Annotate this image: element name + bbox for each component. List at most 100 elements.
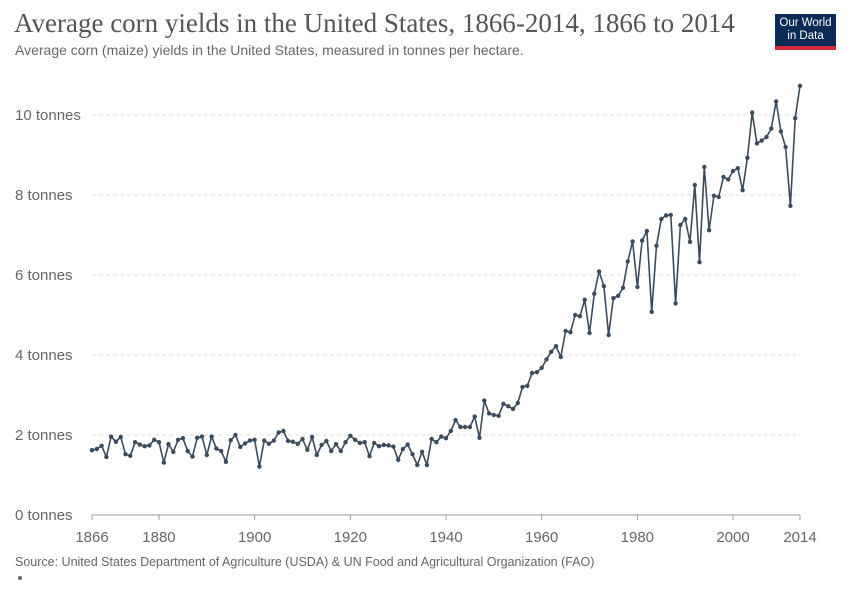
data-point[interactable] bbox=[544, 357, 549, 362]
data-point[interactable] bbox=[223, 459, 229, 464]
data-point[interactable] bbox=[338, 448, 343, 454]
data-point[interactable] bbox=[797, 83, 803, 89]
data-point[interactable] bbox=[510, 406, 516, 412]
data-point[interactable] bbox=[740, 188, 745, 193]
data-point[interactable] bbox=[285, 438, 291, 444]
data-point[interactable] bbox=[448, 428, 453, 434]
data-point[interactable] bbox=[793, 116, 798, 121]
data-point[interactable] bbox=[486, 411, 492, 416]
data-point[interactable] bbox=[400, 446, 406, 452]
data-point[interactable] bbox=[266, 441, 272, 446]
data-point[interactable] bbox=[453, 418, 458, 423]
series-line[interactable] bbox=[91, 85, 801, 468]
data-point[interactable] bbox=[663, 213, 669, 218]
data-point[interactable] bbox=[529, 370, 535, 376]
data-point[interactable] bbox=[711, 193, 717, 198]
data-point[interactable] bbox=[276, 430, 281, 435]
data-point[interactable] bbox=[372, 440, 377, 446]
data-point[interactable] bbox=[89, 448, 95, 453]
data-point[interactable] bbox=[668, 212, 673, 218]
data-point[interactable] bbox=[587, 330, 592, 336]
data-point[interactable] bbox=[558, 354, 563, 360]
data-point[interactable] bbox=[108, 434, 114, 439]
data-point[interactable] bbox=[357, 440, 363, 446]
data-point[interactable] bbox=[764, 134, 769, 140]
data-point[interactable] bbox=[434, 440, 439, 445]
data-point[interactable] bbox=[152, 437, 157, 442]
data-point[interactable] bbox=[214, 446, 219, 451]
data-point[interactable] bbox=[620, 285, 626, 290]
data-point[interactable] bbox=[204, 452, 209, 458]
data-point[interactable] bbox=[118, 434, 123, 440]
data-point[interactable] bbox=[190, 454, 195, 459]
data-point[interactable] bbox=[654, 243, 659, 248]
data-point[interactable] bbox=[783, 144, 788, 150]
data-point[interactable] bbox=[506, 404, 511, 409]
data-point[interactable] bbox=[692, 182, 697, 188]
data-point[interactable] bbox=[391, 444, 396, 449]
data-point[interactable] bbox=[635, 284, 640, 290]
data-point[interactable] bbox=[333, 442, 339, 447]
data-point[interactable] bbox=[123, 452, 128, 457]
data-point[interactable] bbox=[678, 222, 683, 228]
data-point[interactable] bbox=[166, 442, 171, 447]
data-point[interactable] bbox=[687, 239, 693, 244]
data-point[interactable] bbox=[443, 436, 449, 441]
data-point[interactable] bbox=[161, 460, 166, 465]
data-point[interactable] bbox=[156, 440, 162, 445]
data-point[interactable] bbox=[367, 454, 372, 459]
data-point[interactable] bbox=[300, 436, 305, 442]
data-point[interactable] bbox=[319, 442, 324, 448]
data-point[interactable] bbox=[706, 228, 712, 233]
data-point[interactable] bbox=[233, 432, 238, 438]
data-point[interactable] bbox=[606, 332, 611, 338]
data-point[interactable] bbox=[305, 447, 310, 452]
data-point[interactable] bbox=[735, 166, 740, 171]
data-point[interactable] bbox=[501, 401, 506, 406]
data-point[interactable] bbox=[515, 400, 520, 406]
data-point[interactable] bbox=[702, 164, 707, 170]
data-point[interactable] bbox=[563, 328, 568, 334]
data-point[interactable] bbox=[343, 440, 348, 445]
data-point[interactable] bbox=[462, 424, 468, 430]
data-point[interactable] bbox=[726, 177, 731, 182]
data-point[interactable] bbox=[247, 438, 253, 443]
data-point[interactable] bbox=[171, 449, 176, 454]
data-point[interactable] bbox=[128, 453, 133, 458]
data-point[interactable] bbox=[209, 434, 214, 439]
data-point[interactable] bbox=[396, 457, 401, 462]
data-point[interactable] bbox=[419, 449, 425, 454]
data-point[interactable] bbox=[596, 269, 602, 274]
data-point[interactable] bbox=[673, 301, 678, 306]
data-point[interactable] bbox=[573, 312, 578, 318]
data-point[interactable] bbox=[721, 174, 726, 180]
data-point[interactable] bbox=[219, 448, 224, 454]
data-point[interactable] bbox=[405, 442, 410, 447]
data-point[interactable] bbox=[142, 444, 147, 449]
data-point[interactable] bbox=[185, 448, 190, 454]
data-point[interactable] bbox=[314, 452, 319, 458]
owid-logo[interactable]: Our World in Data bbox=[775, 14, 836, 50]
data-point[interactable] bbox=[750, 110, 755, 115]
data-point[interactable] bbox=[683, 216, 688, 222]
data-point[interactable] bbox=[616, 293, 621, 298]
data-point[interactable] bbox=[429, 436, 434, 442]
data-point[interactable] bbox=[252, 437, 257, 442]
data-point[interactable] bbox=[113, 439, 119, 444]
data-point[interactable] bbox=[644, 228, 650, 234]
data-point[interactable] bbox=[271, 438, 276, 443]
data-point[interactable] bbox=[539, 365, 544, 370]
data-point[interactable] bbox=[94, 446, 100, 452]
data-point[interactable] bbox=[352, 437, 358, 442]
data-point[interactable] bbox=[773, 99, 779, 104]
data-point[interactable] bbox=[424, 462, 430, 468]
data-point[interactable] bbox=[362, 440, 367, 445]
data-point[interactable] bbox=[778, 129, 784, 134]
data-point[interactable] bbox=[697, 260, 702, 265]
data-point[interactable] bbox=[439, 434, 444, 439]
data-point[interactable] bbox=[257, 464, 262, 469]
data-point[interactable] bbox=[716, 194, 721, 200]
data-point[interactable] bbox=[525, 383, 530, 388]
data-point[interactable] bbox=[625, 259, 630, 264]
data-point[interactable] bbox=[639, 238, 645, 243]
